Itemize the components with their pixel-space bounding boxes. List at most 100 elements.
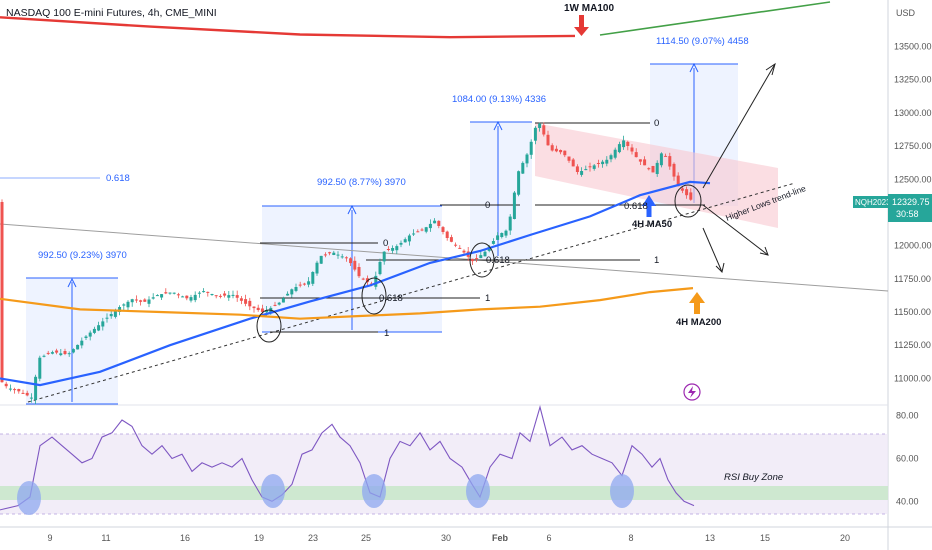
fib-label-0-a: 0 (383, 238, 388, 249)
candle-body (428, 223, 432, 229)
candle-body (647, 168, 651, 170)
candle-body (88, 332, 92, 337)
candle-body (399, 242, 403, 245)
rsi-tick-label: 80.00 (896, 411, 919, 421)
time-tick-label: 8 (628, 533, 633, 543)
candle-body (571, 159, 575, 167)
rsi-tick-label: 60.00 (896, 454, 919, 464)
candle-body (680, 188, 684, 191)
candle-body (546, 134, 550, 146)
candle-body (206, 291, 210, 293)
price-tick-label: 13500.00 (894, 41, 932, 51)
candle-body (596, 163, 600, 164)
candle-body (529, 141, 533, 155)
candle-body (105, 317, 109, 319)
candle-body (525, 154, 529, 164)
lightning-icon[interactable] (683, 383, 701, 401)
candle-body (67, 353, 71, 355)
candle-body (92, 328, 96, 333)
ma100-weekly-label: 1W MA100 (564, 3, 614, 14)
candle-body (34, 376, 38, 400)
candle-body (235, 295, 239, 298)
candle-body (164, 292, 168, 294)
candle-body (437, 220, 441, 226)
candle-body (8, 388, 12, 390)
candle-body (231, 294, 235, 296)
candle-body (521, 162, 525, 174)
fib-label-0618-c: 0.618 (624, 201, 648, 212)
ma50-up-arrow (642, 195, 656, 217)
candle-body (382, 251, 386, 262)
symbol-badge (853, 196, 888, 208)
candle-body (223, 293, 227, 296)
descending-channel (535, 123, 778, 228)
candle-body (542, 125, 546, 135)
candle-body (197, 292, 201, 294)
candle-body (155, 295, 159, 297)
higher-lows-trendline (27, 182, 796, 403)
candle-body (210, 294, 214, 295)
candle-body (181, 296, 185, 298)
time-tick-label: 11 (101, 533, 110, 543)
candle-body (592, 165, 596, 169)
candle-body (0, 202, 4, 383)
ma50-line (0, 180, 711, 387)
candle-body (445, 231, 449, 238)
candle-body (311, 272, 315, 284)
candle-body (676, 175, 680, 187)
candle-body (323, 254, 327, 256)
rsi-buy-zone (0, 486, 888, 500)
candle-body (63, 351, 67, 354)
price-tick-label: 11500.00 (894, 307, 931, 317)
last-price-tag[interactable] (888, 194, 932, 222)
time-tick-label: 25 (361, 533, 371, 543)
candle-body (328, 252, 332, 254)
candle-body (664, 155, 668, 157)
candle-body (617, 144, 621, 153)
candle-body (118, 307, 122, 312)
candle-body (76, 344, 80, 350)
candle-body (567, 156, 571, 161)
candle-body (386, 249, 390, 250)
currency-label: USD (896, 8, 916, 18)
fib-label-0618-a: 0.618 (379, 293, 403, 304)
candle-body (613, 149, 617, 158)
candle-body (580, 171, 584, 175)
candle-body (340, 256, 344, 258)
candle-body (122, 304, 126, 306)
candle-body (454, 244, 458, 246)
time-tick-label: 23 (308, 533, 318, 543)
ma100-weekly-line (0, 16, 576, 39)
candle-body (391, 248, 395, 251)
candle-body (655, 162, 659, 174)
candle-body (622, 140, 626, 148)
measure-box-1 (26, 277, 118, 405)
fib-levels (260, 122, 705, 333)
rsi-buy-circles (17, 474, 634, 515)
trendline-touch-circles (256, 184, 702, 343)
candle-body (689, 192, 693, 200)
candle-body (189, 297, 193, 301)
candle-body (147, 299, 151, 304)
candle-body (281, 298, 285, 303)
candle-body (80, 340, 84, 346)
candle-body (84, 336, 88, 338)
candle-body (538, 123, 542, 128)
candle-body (630, 147, 634, 152)
candle-body (244, 299, 248, 304)
time-tick-label: 20 (840, 533, 850, 543)
fib-level-labels: 0 0.618 1 1 0 0.618 1 0 0.618 (379, 118, 659, 339)
candle-body (575, 166, 579, 172)
support-line (0, 223, 889, 292)
candle-body (97, 325, 101, 331)
candle-body (349, 258, 353, 264)
ma100-down-arrow (574, 15, 589, 36)
candle-body (248, 300, 252, 307)
candle-body (42, 355, 46, 357)
candle-body (634, 152, 638, 158)
candle-body (407, 235, 411, 242)
candle-body (256, 307, 260, 310)
candle-body (185, 295, 189, 299)
rsi-axis-ticks: 80.00 60.00 40.00 (896, 411, 919, 507)
candle-body (403, 239, 407, 243)
